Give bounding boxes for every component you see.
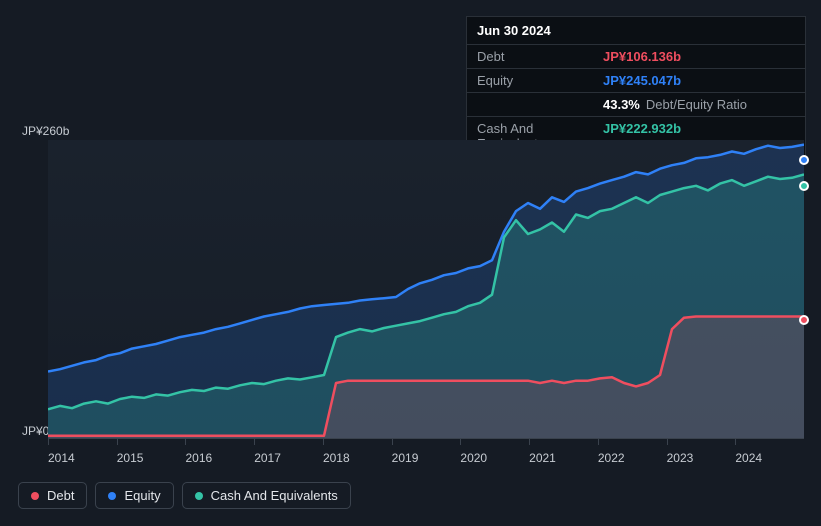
- x-tick: 2018: [323, 439, 392, 465]
- x-tick: 2016: [185, 439, 254, 465]
- tooltip-row: EquityJP¥245.047b: [467, 68, 805, 92]
- x-tick: 2014: [48, 439, 117, 465]
- legend-label: Equity: [124, 488, 160, 503]
- legend-label: Cash And Equivalents: [211, 488, 338, 503]
- tooltip-date: Jun 30 2024: [467, 17, 805, 44]
- x-tick: 2021: [529, 439, 598, 465]
- legend-item-cash-and-equivalents[interactable]: Cash And Equivalents: [182, 482, 351, 509]
- legend-item-debt[interactable]: Debt: [18, 482, 87, 509]
- tooltip-label: [477, 97, 603, 112]
- tooltip-label: Equity: [477, 73, 603, 88]
- y-axis-max: JP¥260b: [22, 124, 69, 138]
- chart-tooltip: Jun 30 2024 DebtJP¥106.136bEquityJP¥245.…: [466, 16, 806, 156]
- legend-dot-icon: [31, 492, 39, 500]
- x-tick: 2019: [392, 439, 461, 465]
- y-axis-min: JP¥0: [22, 424, 49, 438]
- series-marker: [799, 315, 809, 325]
- x-tick: 2024: [735, 439, 804, 465]
- x-tick: 2015: [117, 439, 186, 465]
- tooltip-row: 43.3%Debt/Equity Ratio: [467, 92, 805, 116]
- tooltip-value: JP¥245.047b: [603, 73, 681, 88]
- tooltip-value: 43.3%Debt/Equity Ratio: [603, 97, 747, 112]
- tooltip-row: DebtJP¥106.136b: [467, 44, 805, 68]
- legend-label: Debt: [47, 488, 74, 503]
- legend-item-equity[interactable]: Equity: [95, 482, 173, 509]
- series-marker: [799, 155, 809, 165]
- chart-legend: Debt Equity Cash And Equivalents: [18, 482, 351, 509]
- legend-dot-icon: [108, 492, 116, 500]
- x-tick: 2022: [598, 439, 667, 465]
- x-tick: 2023: [667, 439, 736, 465]
- series-marker: [799, 181, 809, 191]
- legend-dot-icon: [195, 492, 203, 500]
- x-axis: 2014201520162017201820192020202120222023…: [48, 438, 804, 465]
- x-tick: 2017: [254, 439, 323, 465]
- chart-plot-area[interactable]: [48, 140, 804, 438]
- tooltip-sublabel: Debt/Equity Ratio: [646, 97, 747, 112]
- x-tick: 2020: [460, 439, 529, 465]
- chart-svg: [48, 140, 804, 438]
- tooltip-label: Debt: [477, 49, 603, 64]
- tooltip-value: JP¥106.136b: [603, 49, 681, 64]
